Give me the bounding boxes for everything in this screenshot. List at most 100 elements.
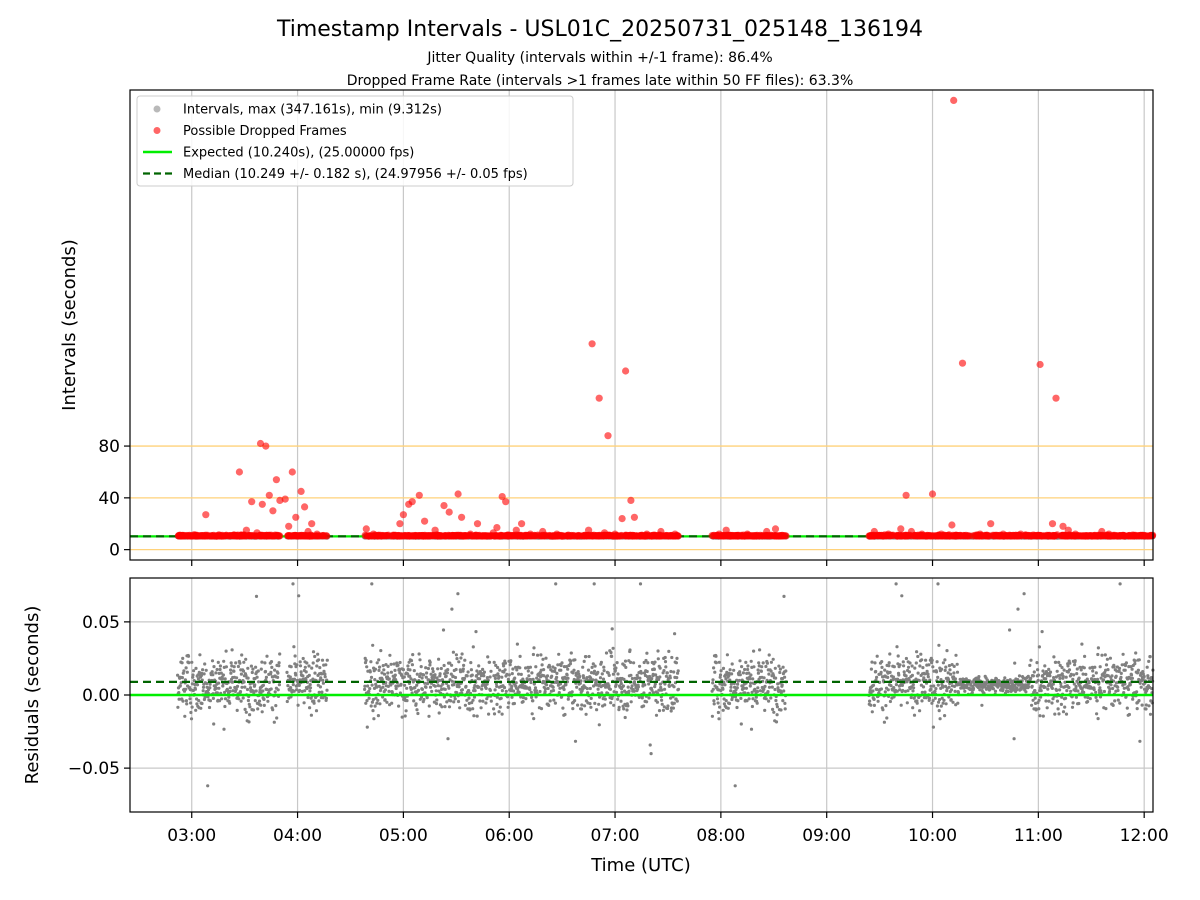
residual-point [366,684,370,688]
residual-point [187,661,191,665]
residual-point [488,688,492,693]
residual-point [377,668,381,673]
residual-point [453,697,457,701]
residual-point [251,667,255,671]
residual-point [297,683,301,688]
dropped-frames-points [174,96,1157,540]
residual-point [426,681,430,685]
residual-point [301,656,305,661]
dropped-frame-point [763,527,771,536]
dropped-frame-point [902,491,910,499]
dropped-frame-point [976,530,984,538]
residual-point [382,672,387,676]
residual-point [471,645,475,649]
residual-point [313,671,317,675]
residual-point [308,686,313,690]
dropped-frame-point [1052,394,1060,402]
residual-point [235,708,239,713]
residual-point [198,653,202,657]
residual-point [388,653,392,657]
residual-point [477,685,481,689]
residual-point [455,657,459,661]
residual-point [260,660,264,664]
residual-point [183,714,187,718]
residual-point [518,666,522,670]
dropped-frame-point [611,530,619,538]
residual-point [297,594,301,598]
residual-point [229,671,233,675]
residual-point [254,594,259,599]
residual-point [441,628,446,632]
residual-point [511,689,516,693]
residual-point [199,706,203,710]
residual-point [445,671,449,675]
residual-point [511,667,515,671]
residual-point [262,703,266,708]
residual-point [422,673,426,677]
dropped-frame-point [870,527,878,536]
residual-point [277,683,281,687]
residual-point [262,697,266,702]
residual-point [461,667,465,671]
residual-point [484,686,488,691]
residual-point [369,675,374,680]
residual-point [379,649,383,653]
residual-point [303,665,307,669]
residual-point [251,708,256,712]
residual-point [293,654,297,658]
residual-point [368,670,372,674]
residual-point [371,709,375,713]
residual-point [208,699,212,703]
dropped-frame-point [265,491,273,499]
residual-point [318,666,322,670]
dropped-frame-point [202,511,210,519]
residual-point [428,660,432,665]
dropped-frame-point [272,476,280,484]
residual-point [277,661,281,665]
residual-point [274,704,278,708]
residual-point [260,710,264,714]
dropped-frame-point [622,367,630,375]
dropped-frame-point [743,530,751,538]
residual-point [364,658,368,663]
residual-point [468,708,472,712]
residual-point [454,667,458,672]
dropped-frame-point [502,498,510,506]
dropped-frame-point [948,521,956,529]
residual-point [517,690,521,694]
residual-point [478,677,482,681]
residual-point [437,657,441,661]
residual-point [420,676,424,680]
residual-point [478,699,482,703]
dropped-frame-point [1036,360,1044,369]
residual-point [234,661,238,665]
residual-point [443,687,447,692]
dropped-frame-point [600,529,609,537]
dropped-frame-point [323,532,331,540]
residual-point [398,660,402,665]
residual-point [458,706,462,710]
residual-point [433,673,437,677]
dropped-frame-point [458,513,466,521]
dropped-frame-point [715,530,723,538]
residual-point [489,669,493,673]
residual-point [452,700,456,704]
residual-point [485,682,489,686]
dropped-frame-point [595,394,603,402]
dropped-frame-point [1098,527,1106,536]
residual-point [463,703,467,707]
residual-point [474,630,478,634]
dropped-frame-point [369,530,377,538]
residual-point [308,689,312,693]
residual-point [420,687,424,692]
residual-point [235,676,239,680]
dropped-frame-point [396,520,404,528]
dropped-frame-point [604,432,612,440]
dropped-frame-point [431,526,439,534]
residual-point [521,700,525,704]
residual-point [177,691,181,695]
residual-point [216,660,220,665]
residual-point [211,696,215,701]
